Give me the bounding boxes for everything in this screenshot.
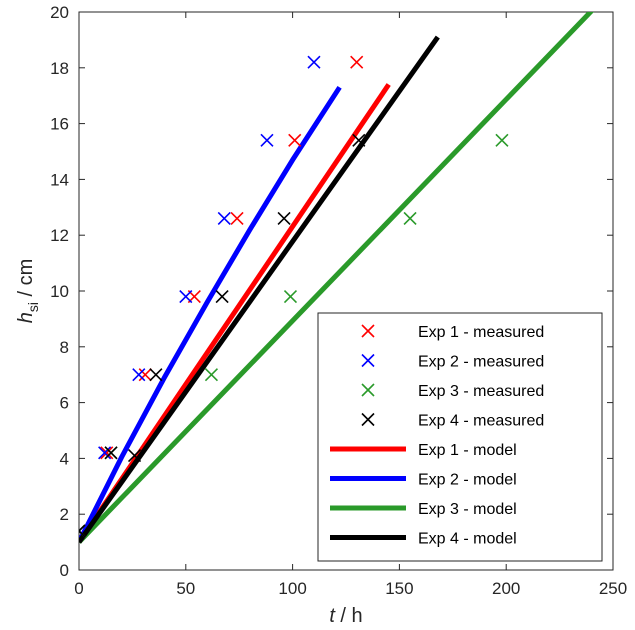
model-line-3	[79, 12, 594, 544]
measured-point-exp4	[104, 446, 118, 460]
y-tick-label: 16	[50, 115, 69, 134]
legend-label: Exp 2 - model	[418, 472, 517, 489]
measured-point-exp3	[403, 211, 417, 226]
measured-point-exp1	[138, 368, 152, 382]
measured-point-exp3	[204, 368, 218, 382]
y-tick-label: 18	[50, 59, 69, 78]
model-line-4	[79, 35, 440, 544]
measured-point-exp4	[79, 524, 86, 538]
y-tick-label: 10	[50, 282, 69, 301]
measured-point-exp2	[260, 133, 274, 147]
y-tick-label: 2	[60, 505, 69, 524]
y-tick-label: 4	[60, 449, 69, 468]
legend-label: Exp 4 - measured	[418, 413, 544, 430]
measured-point-exp4	[127, 449, 142, 463]
measured-point-exp2	[307, 55, 321, 69]
x-tick-label: 50	[176, 579, 195, 598]
measured-point-exp4	[215, 290, 229, 304]
legend-marker	[361, 383, 375, 397]
x-tick-label: 200	[492, 579, 520, 598]
measured-point-exp1	[350, 55, 364, 69]
measured-point-exp4	[277, 211, 291, 226]
y-tick-label: 14	[50, 170, 69, 189]
x-axis-label: t / h	[329, 605, 362, 627]
measured-point-exp4	[149, 368, 163, 382]
legend-marker	[361, 324, 375, 338]
axes: 0 50 100 150 200 250 0 2 4 6 8 10 12 14 16 18 20	[50, 3, 627, 598]
y-tick-label: 6	[60, 394, 69, 413]
measured-point-exp3	[283, 290, 298, 304]
measured-point-exp1	[100, 446, 114, 460]
x-tick-label: 250	[599, 579, 627, 598]
y-tick-label: 20	[50, 3, 69, 22]
model-line-2	[79, 85, 342, 544]
legend-label: Exp 2 - measured	[418, 354, 544, 371]
y-tick-label: 0	[60, 561, 69, 580]
legend-label: Exp 1 - measured	[418, 324, 544, 341]
measured-point-exp2	[98, 446, 112, 460]
legend-marker	[361, 353, 375, 368]
measured-point-exp2	[132, 368, 146, 382]
x-tick-label: 0	[74, 579, 83, 598]
legend-marker	[361, 412, 375, 427]
y-tick-label: 12	[50, 226, 69, 245]
measured-point-exp1	[288, 133, 302, 147]
measured-point-exp2	[217, 211, 231, 226]
legend-box	[317, 312, 603, 562]
legend-label: Exp 3 - model	[418, 501, 517, 518]
legend-label: Exp 4 - model	[418, 531, 517, 548]
x-tick-label: 150	[385, 579, 413, 598]
measured-point-exp2	[179, 290, 193, 304]
legend: Exp 1 - measured Exp 2 - measured Exp 3 - …	[317, 312, 603, 562]
y-axis-label: hsi / cm	[15, 259, 41, 324]
measured-point-exp1	[230, 211, 244, 226]
measured-point-exp3	[495, 133, 509, 147]
measured-point-exp4	[352, 133, 366, 147]
legend-label: Exp 3 - measured	[418, 383, 544, 400]
x-tick-label: 100	[278, 579, 306, 598]
legend-label: Exp 1 - model	[418, 442, 517, 459]
y-tick-label: 8	[60, 338, 69, 357]
chart-marks	[79, 12, 594, 544]
